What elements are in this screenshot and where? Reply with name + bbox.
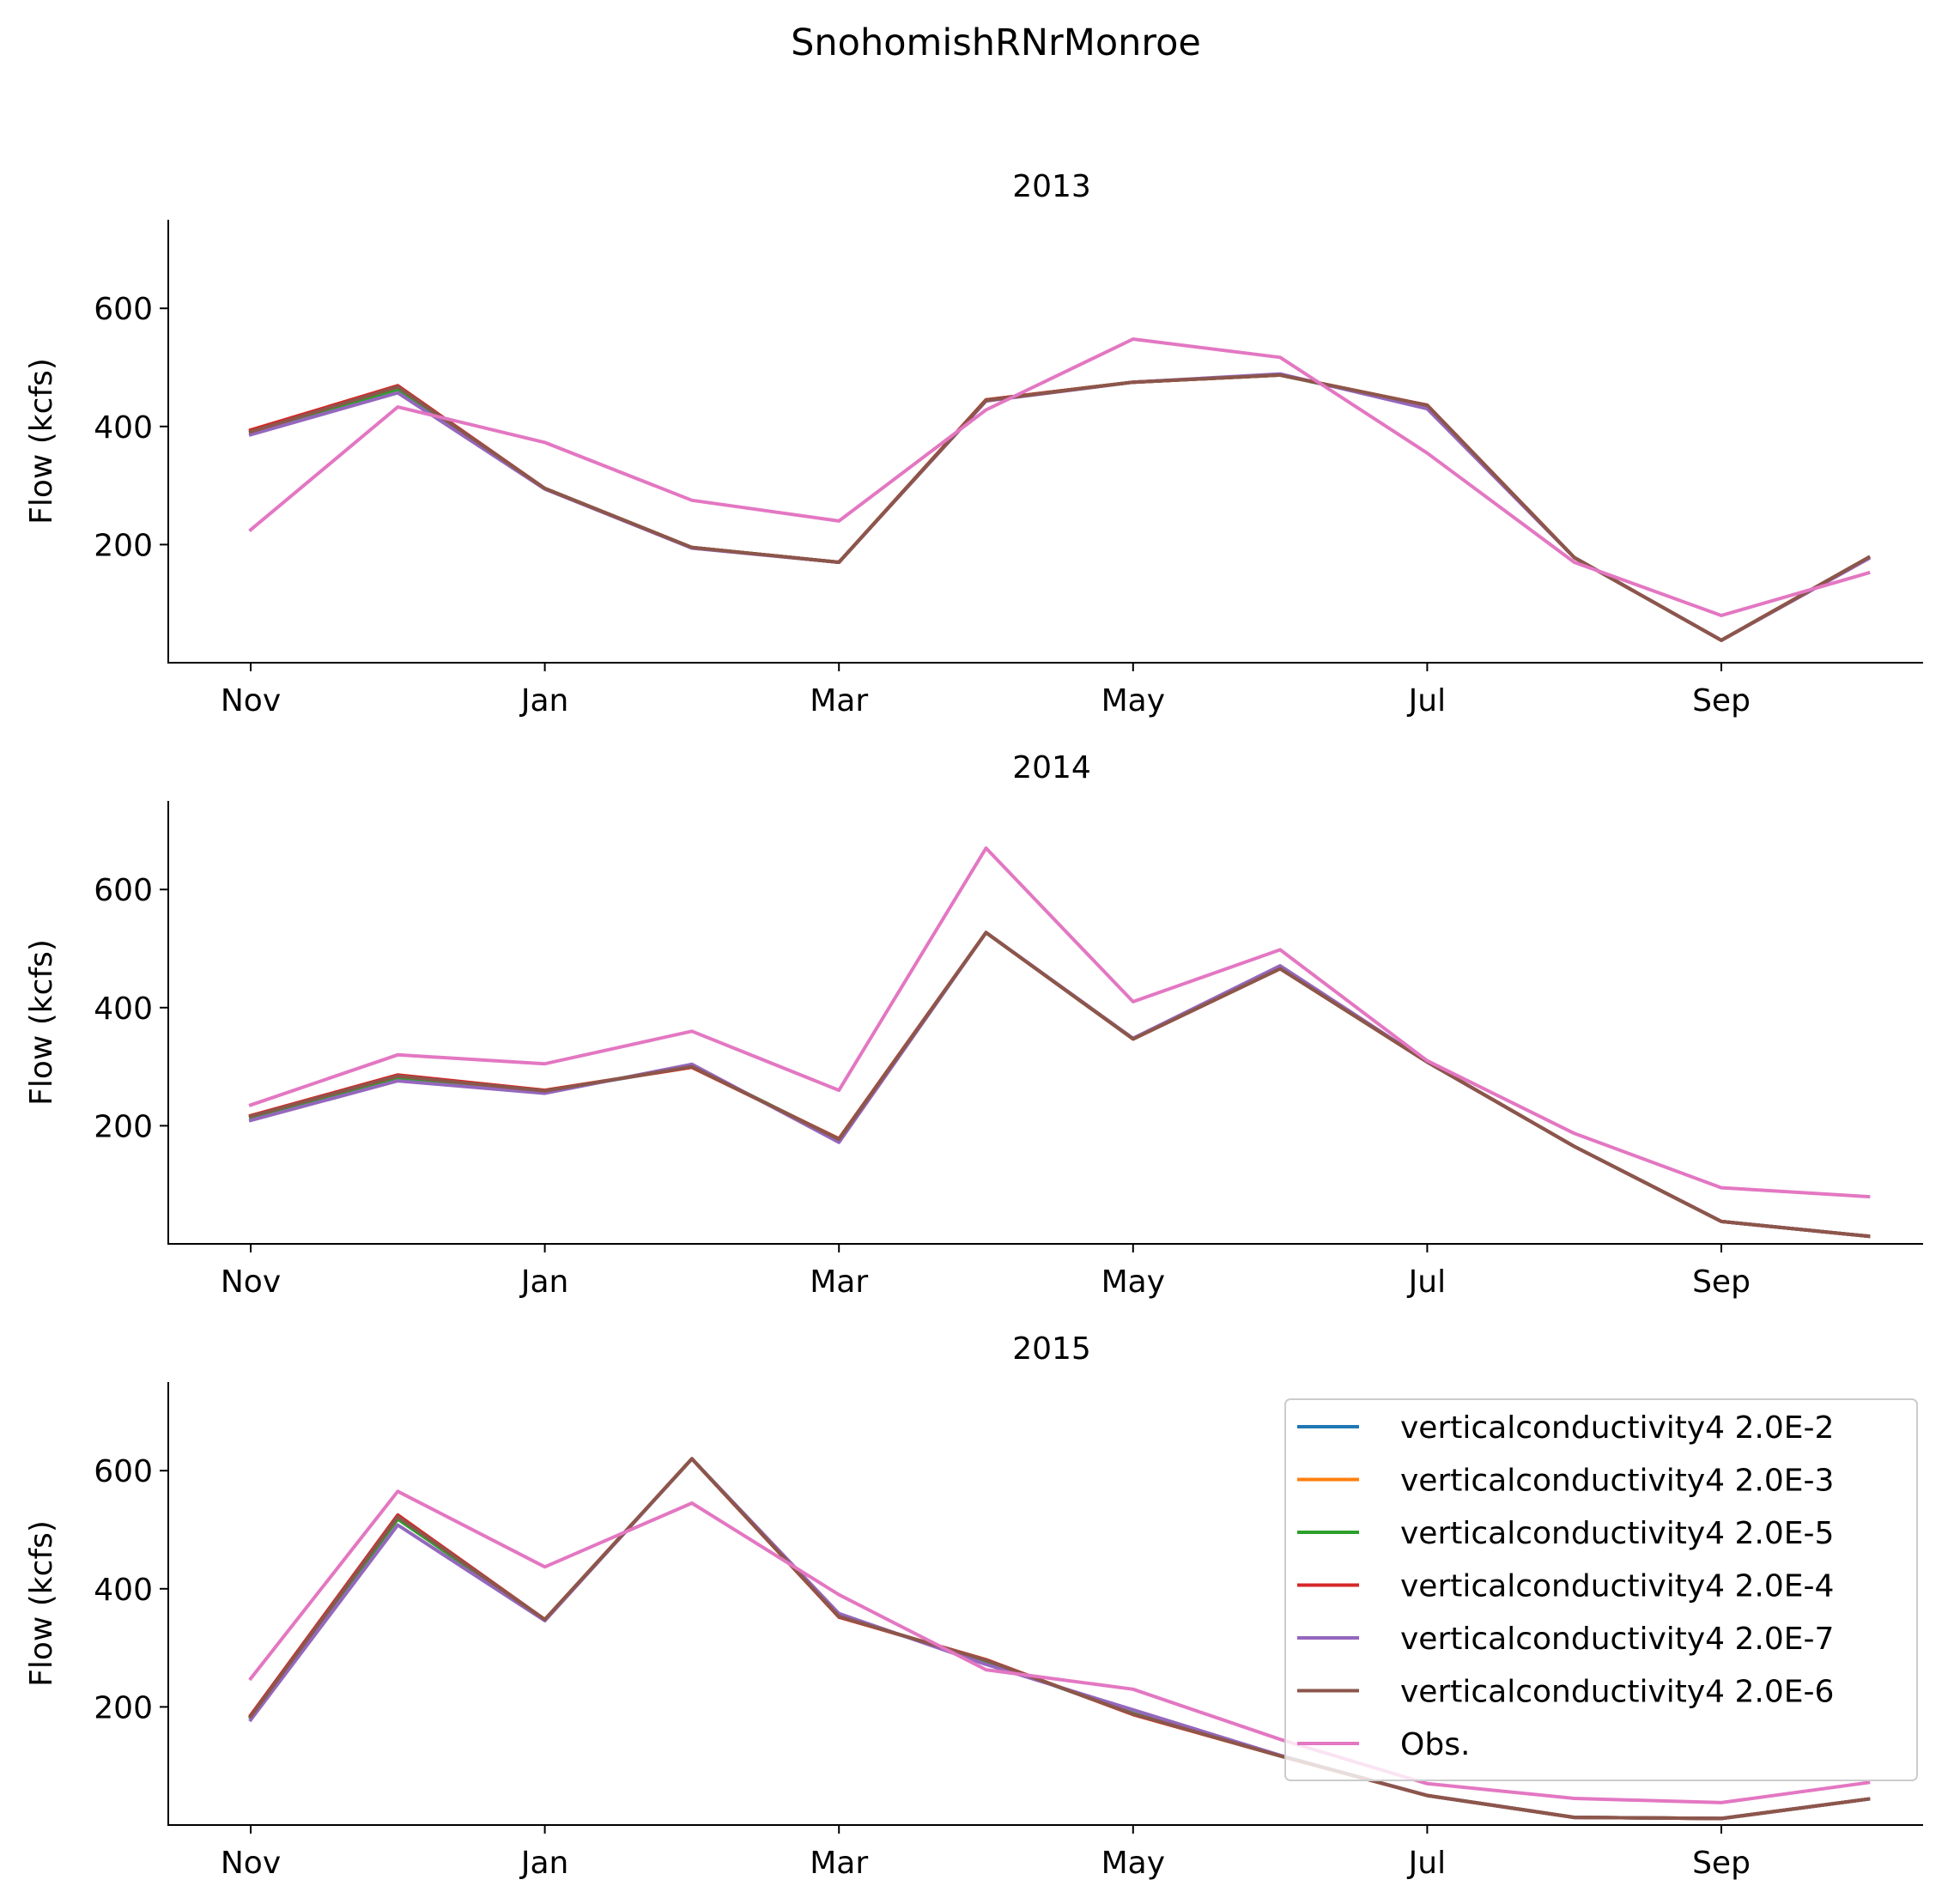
x-tick-label: Jul (1407, 1846, 1446, 1881)
subplot-2014: 2014 Flow (kcfs) 200 400 600 Nov Jan Mar May Ju… (24, 750, 1923, 1300)
x-tick-label: Jul (1407, 1264, 1446, 1300)
x-tick-label: Nov (221, 1264, 281, 1300)
x-tick-label: Mar (810, 1264, 868, 1300)
series-line-verticalconductivity4-2-0e-6 (248, 1457, 1871, 1821)
series-line-obs (248, 337, 1871, 617)
series-line-obs (248, 1489, 1871, 1804)
x-tick-label: May (1101, 683, 1165, 719)
x-tick-label: Jul (1407, 683, 1446, 719)
subplot-2013: 2013 Flow (kcfs) 200 400 600 Nov Jan Mar May Ju… (24, 169, 1923, 719)
x-tick-label: Sep (1692, 1264, 1751, 1300)
subplot-2013-title: 2013 (1012, 169, 1091, 204)
subplot-2013-y-axis-label: Flow (kcfs) (24, 358, 59, 525)
legend-label-verticalconductivity4-2-0e-6: verticalconductivity4 2.0E-6 (1400, 1675, 1834, 1710)
y-tick-label: 600 (94, 292, 153, 327)
x-tick-label: Nov (221, 1846, 281, 1881)
y-tick-label: 200 (94, 1109, 153, 1144)
subplot-2014-ticks: 200 400 600 Nov Jan Mar May Jul Sep (94, 873, 1751, 1300)
x-tick-label: Jan (519, 683, 569, 719)
y-tick-label: 200 (94, 528, 153, 563)
series-line-obs (248, 846, 1871, 1199)
x-tick-label: Jan (519, 1846, 569, 1881)
subplot-2015-title: 2015 (1012, 1331, 1091, 1367)
subplot-2014-title: 2014 (1012, 750, 1091, 785)
legend-label-verticalconductivity4-2-0e-4: verticalconductivity4 2.0E-4 (1400, 1569, 1834, 1604)
subplot-2014-lines (248, 846, 1871, 1239)
subplot-2013-ticks: 200 400 600 Nov Jan Mar May Jul Sep (94, 292, 1751, 719)
x-tick-label: Sep (1692, 1846, 1751, 1881)
x-tick-label: May (1101, 1264, 1165, 1300)
legend-box (1284, 1398, 1918, 1781)
y-tick-label: 600 (94, 1454, 153, 1489)
y-tick-label: 600 (94, 873, 153, 908)
subplot-2015-lines (248, 1457, 1871, 1821)
subplot-2014-y-axis-label: Flow (kcfs) (24, 939, 59, 1106)
x-tick-label: Sep (1692, 683, 1751, 719)
x-tick-label: Nov (221, 683, 281, 719)
legend-label-verticalconductivity4-2-0e-5: verticalconductivity4 2.0E-5 (1400, 1516, 1834, 1551)
legend-label-verticalconductivity4-2-0e-2: verticalconductivity4 2.0E-2 (1400, 1410, 1834, 1446)
series-line-verticalconductivity4-2-0e-6 (248, 931, 1871, 1239)
legend-label-verticalconductivity4-2-0e-7: verticalconductivity4 2.0E-7 (1400, 1622, 1834, 1657)
x-tick-label: Jan (519, 1264, 569, 1300)
y-tick-label: 400 (94, 1573, 153, 1608)
subplot-2015-ticks: 200 400 600 Nov Jan Mar May Jul Sep (94, 1454, 1751, 1881)
x-tick-label: Mar (810, 683, 868, 719)
x-tick-label: Mar (810, 1846, 868, 1881)
subplot-2015-y-axis-label: Flow (kcfs) (24, 1520, 59, 1687)
y-tick-label: 400 (94, 991, 153, 1027)
y-tick-label: 400 (94, 410, 153, 446)
legend: verticalconductivity4 2.0E-2 verticalcond… (1284, 1398, 1918, 1781)
legend-label-obs: Obs. (1400, 1727, 1470, 1762)
legend-label-verticalconductivity4-2-0e-3: verticalconductivity4 2.0E-3 (1400, 1464, 1834, 1499)
y-tick-label: 200 (94, 1690, 153, 1725)
x-tick-label: May (1101, 1846, 1165, 1881)
subplot-2013-lines (248, 337, 1872, 642)
figure-suptitle: SnohomishRNrMonroe (791, 21, 1201, 64)
subplot-2015: 2015 Flow (kcfs) 200 400 600 Nov Jan Mar May Ju… (24, 1331, 1923, 1881)
